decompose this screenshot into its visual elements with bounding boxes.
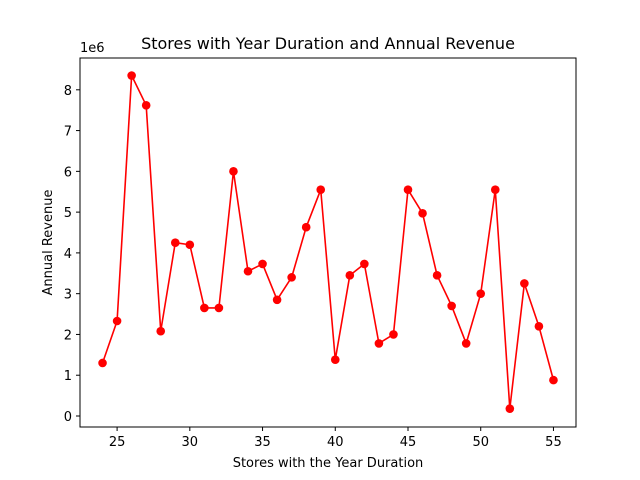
data-point — [418, 209, 427, 218]
data-point — [301, 222, 311, 232]
y-tick-label: 2 — [64, 328, 72, 343]
data-point — [360, 259, 369, 269]
data-point — [214, 303, 224, 313]
series-layer — [98, 71, 558, 413]
y-tick-label: 8 — [64, 84, 72, 99]
y-axis-label: Annual Revenue — [41, 190, 56, 296]
x-tick-label: 30 — [182, 435, 199, 450]
data-point — [520, 279, 529, 288]
data-point — [112, 316, 122, 326]
y-tick-label: 0 — [64, 410, 72, 425]
data-point — [330, 355, 340, 365]
data-point — [549, 375, 558, 385]
data-point — [287, 273, 296, 282]
data-point — [505, 404, 515, 413]
y-tick-label: 5 — [64, 206, 72, 221]
data-point — [389, 330, 398, 339]
data-point — [98, 358, 107, 368]
data-point — [258, 259, 267, 269]
data-point — [432, 271, 442, 280]
data-point — [170, 238, 180, 248]
data-point — [316, 185, 326, 194]
data-point — [490, 185, 500, 194]
plot-area — [80, 58, 576, 427]
data-point — [345, 271, 355, 280]
data-point — [185, 240, 195, 250]
data-point — [141, 100, 151, 110]
y-tick-label: 1 — [64, 369, 72, 384]
y-tick-label: 7 — [64, 125, 72, 140]
data-point — [476, 289, 486, 298]
x-tick-label: 25 — [109, 435, 126, 450]
data-point — [156, 326, 166, 336]
y-offset-text: 1e6 — [80, 41, 105, 56]
data-point — [229, 167, 238, 176]
y-tick-label: 3 — [64, 288, 72, 303]
data-point — [403, 185, 413, 194]
y-tick-label: 6 — [64, 165, 72, 180]
y-tick-label: 4 — [64, 247, 72, 262]
x-tick-label: 40 — [327, 435, 344, 450]
x-tick-label: 35 — [254, 435, 271, 450]
x-axis-ticks: 25 30 35 40 45 50 55 — [109, 427, 562, 450]
data-point — [447, 301, 456, 311]
data-point — [127, 71, 136, 80]
x-tick-label: 50 — [472, 435, 489, 450]
data-point — [200, 303, 209, 313]
data-point — [272, 295, 282, 305]
chart-title: Stores with Year Duration and Annual Rev… — [141, 34, 515, 53]
data-point — [243, 266, 253, 276]
data-point — [461, 339, 471, 348]
data-point — [534, 321, 544, 331]
x-tick-label: 55 — [545, 435, 562, 450]
plot-frame — [79, 57, 577, 428]
x-axis-label: Stores with the Year Duration — [233, 456, 424, 471]
data-point — [374, 339, 384, 348]
y-axis-ticks: 0 1 2 3 4 5 6 7 8 — [64, 84, 80, 425]
x-tick-label: 45 — [400, 435, 417, 450]
